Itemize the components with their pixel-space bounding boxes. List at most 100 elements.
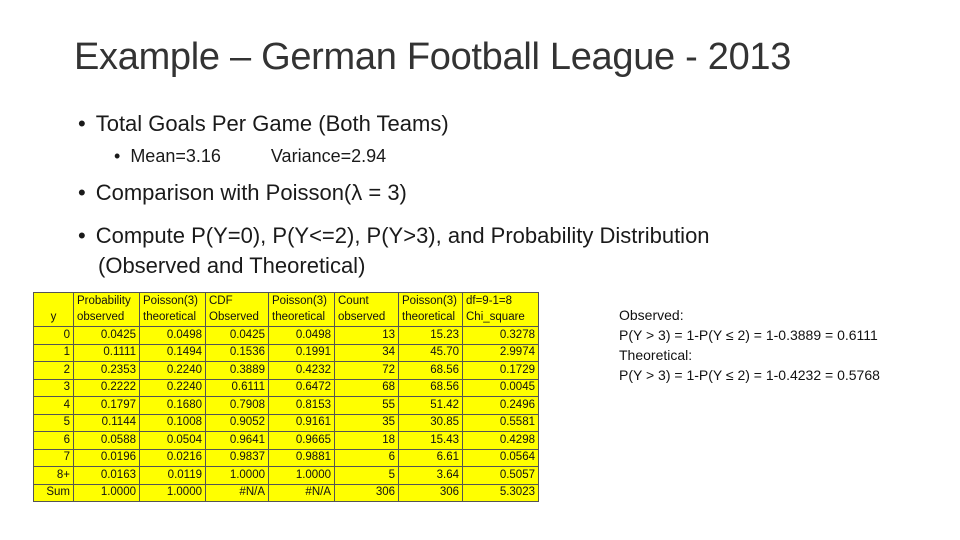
table-row: 5 0.1144 0.1008 0.9052 0.9161 35 30.85 0.5581 [33,413,539,432]
table-cell: 0.5057 [462,466,539,485]
table-cell: 0.1991 [268,343,335,362]
notes-observed-label: Observed: [619,307,684,323]
table-cell: 45.70 [398,343,463,362]
table-cell: 0.0498 [268,326,335,345]
table-cell: 0.2240 [139,361,206,380]
table-cell: 2 [33,361,74,380]
table-cell: 5 [334,466,399,485]
table-cell: 0.1797 [73,396,140,415]
table-cell: 0.0425 [205,326,269,345]
table-cell: 2.9974 [462,343,539,362]
table-cell: Poisson(3) [398,292,463,310]
table-cell: 3.64 [398,466,463,485]
table-cell: 6.61 [398,448,463,467]
table-cell: 68.56 [398,361,463,380]
table-cell: observed [73,309,140,327]
table-cell: 0.9052 [205,413,269,432]
table-cell: theoretical [139,309,206,327]
table-cell: 35 [334,413,399,432]
table-cell: 68.56 [398,378,463,397]
table-cell: 0.1680 [139,396,206,415]
table-cell: 5.3023 [462,483,539,502]
bullet-text: Comparison with Poisson(λ = 3) [95,180,407,205]
table-row: Sum 1.0000 1.0000 #N/A #N/A 306 306 5.3023 [33,483,539,502]
variance-text: Variance=2.94 [270,146,387,166]
table-cell: 6 [33,431,74,450]
bullet-compute: • Compute P(Y=0), P(Y<=2), P(Y>3), and Pr… [78,223,710,249]
table-cell: #N/A [205,483,269,502]
table-cell: 30.85 [398,413,463,432]
table-cell: 0.4298 [462,431,539,450]
table-cell: 0.1494 [139,343,206,362]
poisson-table: Probability Poisson(3) CDF Poisson(3) Count P… [33,292,539,502]
table-cell: 5 [33,413,74,432]
table-cell: observed [334,309,399,327]
table-cell: 8+ [33,466,74,485]
table-cell: 0.2496 [462,396,539,415]
table-cell: Sum [33,483,74,502]
table-cell: 6 [334,448,399,467]
bullet-dot-icon: • [78,223,86,248]
bullet-dot-icon: • [114,146,121,166]
bullet-total-goals: • Total Goals Per Game (Both Teams) [78,111,449,137]
table-cell: 0.0588 [73,431,140,450]
bullet-dot-icon: • [78,111,86,136]
table-cell: 0.0498 [139,326,206,345]
notes-theoretical-label: Theoretical: [619,347,693,363]
table-cell: 7 [33,448,74,467]
table-cell: theoretical [398,309,463,327]
table-cell: 0.2240 [139,378,206,397]
table-cell: y [33,309,74,327]
table-cell: 0.1144 [73,413,140,432]
table-row: 3 0.2222 0.2240 0.6111 0.6472 68 68.56 0.0045 [33,378,539,397]
bullet-text: Compute P(Y=0), P(Y<=2), P(Y>3), and Pro… [95,223,710,248]
table-row: 6 0.0588 0.0504 0.9641 0.9665 18 15.43 0.4298 [33,431,539,450]
table-cell: 0.9641 [205,431,269,450]
table-row: 2 0.2353 0.2240 0.3889 0.4232 72 68.56 0.1729 [33,361,539,380]
table-cell: 0.0216 [139,448,206,467]
table-cell: 0.9161 [268,413,335,432]
table-cell: Observed [205,309,269,327]
table-cell: 0.0163 [73,466,140,485]
table-cell: 0.1729 [462,361,539,380]
notes-theoretical-formula: P(Y > 3) = 1-P(Y ≤ 2) = 1-0.4232 = 0.576… [619,367,880,383]
table-cell: 306 [334,483,399,502]
table-cell: 15.23 [398,326,463,345]
table-cell: 306 [398,483,463,502]
table-cell: 0.4232 [268,361,335,380]
table-row: 1 0.1111 0.1494 0.1536 0.1991 34 45.70 2.9974 [33,343,539,362]
notes-block: Observed: P(Y > 3) = 1-P(Y ≤ 2) = 1-0.38… [619,305,880,385]
bullet-dot-icon: • [78,180,86,205]
mean-text: Mean=3.16 [130,146,221,166]
table-cell: 0.3278 [462,326,539,345]
table-cell: 0.5581 [462,413,539,432]
bullet-text: Total Goals Per Game (Both Teams) [95,111,449,136]
table-cell: Count [334,292,399,310]
table-cell: 55 [334,396,399,415]
table-cell: Poisson(3) [268,292,335,310]
table-cell: 0.3889 [205,361,269,380]
table-cell: 4 [33,396,74,415]
table-cell: theoretical [268,309,335,327]
table-row: 0 0.0425 0.0498 0.0425 0.0498 13 15.23 0.3278 [33,326,539,345]
table-cell: 0.0504 [139,431,206,450]
table-cell: 0.9665 [268,431,335,450]
table-cell: 0.1536 [205,343,269,362]
table-cell: 1.0000 [73,483,140,502]
sub-bullet-stats: • Mean=3.16 Variance=2.94 [114,146,386,167]
table-cell: 1 [33,343,74,362]
table-row: y observed theoretical Observed theoretical o… [33,309,539,327]
table-cell: 13 [334,326,399,345]
table-cell: 18 [334,431,399,450]
table-cell: 0.0119 [139,466,206,485]
table-cell: 68 [334,378,399,397]
table-cell: 0.0564 [462,448,539,467]
table-cell: Poisson(3) [139,292,206,310]
table-cell: df=9-1=8 [462,292,539,310]
table-cell: 0.2222 [73,378,140,397]
table-cell: Chi_square [462,309,539,327]
table-row: 4 0.1797 0.1680 0.7908 0.8153 55 51.42 0.2496 [33,396,539,415]
table-cell: #N/A [268,483,335,502]
table-cell: 72 [334,361,399,380]
bullet-compute-continued: (Observed and Theoretical) [98,253,366,278]
